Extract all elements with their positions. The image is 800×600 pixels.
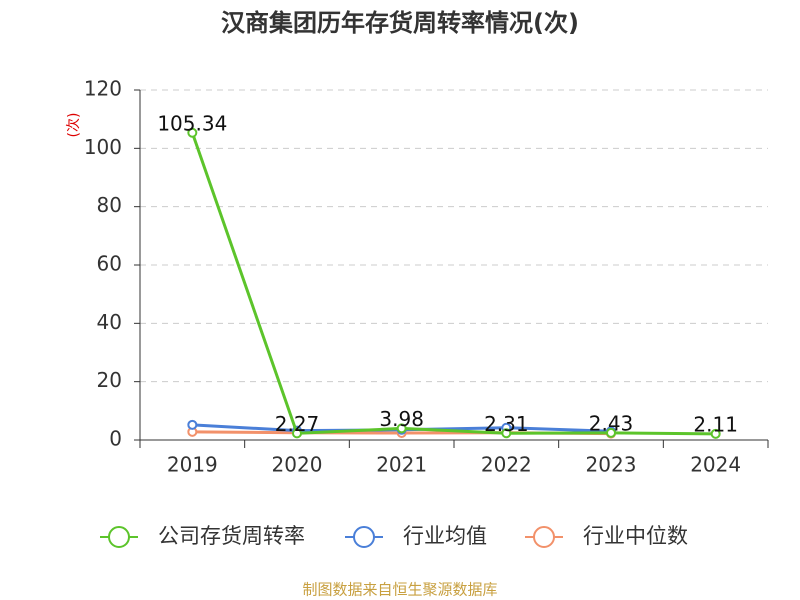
data-point (187, 127, 198, 138)
x-tick-label: 2021 (376, 453, 427, 477)
data-point (396, 423, 407, 434)
data-point (292, 428, 302, 439)
legend-marker (353, 526, 375, 548)
data-label: 2.43 (589, 411, 634, 435)
y-tick-label: 100 (84, 135, 122, 159)
data-label: 2.31 (484, 412, 529, 436)
data-point (606, 427, 616, 438)
x-tick-label: 2023 (586, 453, 637, 477)
data-point (710, 428, 721, 439)
data-label: 2.11 (693, 412, 738, 436)
data-point (501, 428, 512, 439)
y-tick-label: 20 (97, 368, 122, 392)
y-tick-label: 40 (97, 310, 122, 334)
x-tick-label: 2020 (272, 453, 323, 477)
data-label: 3.98 (379, 407, 424, 431)
legend-label: 公司存货周转率 (158, 524, 305, 548)
x-tick-label: 2019 (167, 453, 218, 477)
data-label: 105.34 (157, 111, 227, 135)
data-label: 2.27 (275, 412, 320, 436)
legend-label: 行业均值 (403, 524, 487, 548)
x-tick-label: 2024 (690, 453, 741, 477)
legend-marker (533, 526, 555, 548)
x-tick-label: 2022 (481, 453, 532, 477)
data-point (187, 419, 198, 430)
y-tick-label: 80 (97, 193, 122, 217)
y-tick-label: 0 (109, 427, 122, 451)
legend-marker (108, 526, 130, 548)
chart-title: 汉商集团历年存货周转率情况(次) (221, 9, 579, 37)
y-tick-label: 60 (97, 252, 122, 276)
y-axis-label: (次) (66, 113, 82, 138)
legend-label: 行业中位数 (583, 524, 688, 548)
y-tick-label: 120 (84, 77, 122, 101)
series-line (190, 132, 716, 436)
source-note: 制图数据来自恒生聚源数据库 (302, 581, 497, 599)
